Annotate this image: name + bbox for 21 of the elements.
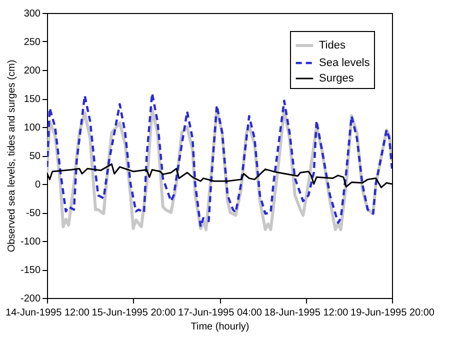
y-tick-label: -200 <box>20 294 41 304</box>
y-tick-label: 300 <box>24 8 41 20</box>
x-tick-label: 15-Jun-1995 20:00 <box>92 308 176 318</box>
legend-label: Sea levels <box>319 57 370 69</box>
x-tick-label: 14-Jun-1995 12:00 <box>6 308 90 318</box>
legend-label: Surges <box>319 72 354 84</box>
y-tick-label: -100 <box>20 236 41 248</box>
y-tick-label: -150 <box>20 265 41 276</box>
x-axis-title: Time (hourly) <box>190 322 250 332</box>
x-tick-label: 17-Jun-1995 04:00 <box>178 308 262 318</box>
y-axis-title: Observed sea levels, tides and surges (cm) <box>6 60 18 252</box>
y-tick-label: 250 <box>24 37 41 48</box>
y-tick-label: 200 <box>24 66 41 76</box>
x-tick-label: 19-Jun-1995 20:00 <box>350 308 435 318</box>
y-tick-label: 0 <box>34 180 41 190</box>
y-tick-label: -50 <box>26 208 41 219</box>
y-tick-label: 150 <box>24 94 41 105</box>
y-tick-label: 100 <box>24 122 41 134</box>
legend-label: Tides <box>319 40 346 52</box>
x-tick-label: 18-Jun-1995 12:00 <box>264 308 349 318</box>
y-tick-label: 50 <box>29 151 41 162</box>
